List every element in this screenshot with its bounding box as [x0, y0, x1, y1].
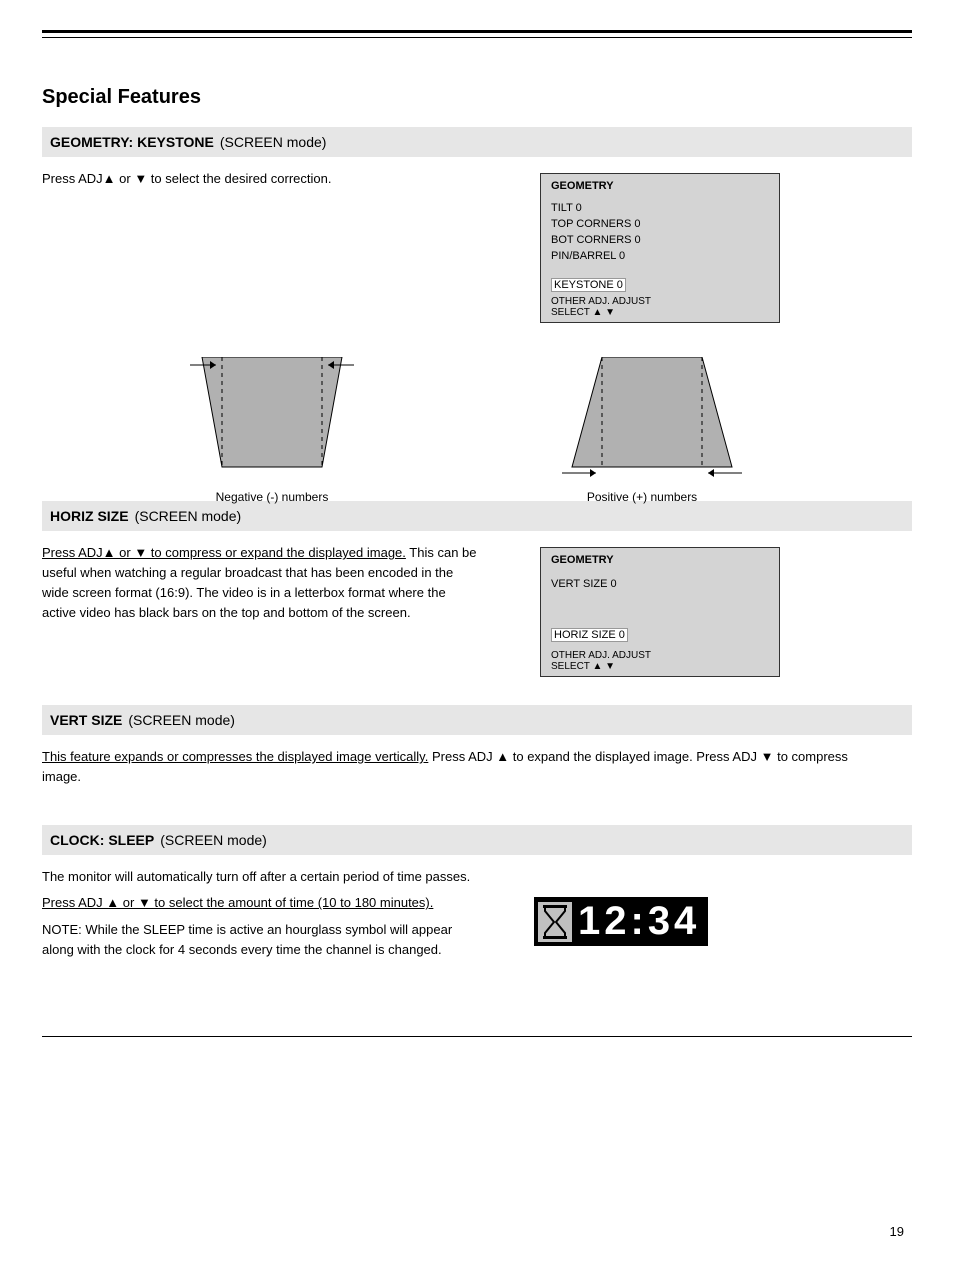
clock-time-text: 12:34	[578, 899, 700, 944]
clock-graphic-wrap: 12:34	[500, 867, 880, 966]
bar-vertsize-label: VERT SIZE	[50, 712, 122, 728]
clock-text: The monitor will automatically turn off …	[42, 867, 482, 966]
bar-keystone: GEOMETRY: KEYSTONE (SCREEN mode)	[42, 127, 912, 157]
clock-display: 12:34	[534, 897, 708, 946]
bar-keystone-mode: (SCREEN mode)	[220, 134, 327, 150]
clock-note: NOTE: While the SLEEP time is active an …	[42, 920, 482, 960]
bar-clock-label: CLOCK: SLEEP	[50, 832, 154, 848]
panel-title-2: GEOMETRY	[551, 554, 614, 566]
bar-vertsize: VERT SIZE (SCREEN mode)	[42, 705, 912, 735]
panel-line-topcorners: TOP CORNERS 0	[551, 218, 640, 230]
vertsize-para: This feature expands or compresses the d…	[42, 747, 882, 787]
vertsize-text: This feature expands or compresses the d…	[42, 747, 882, 787]
vertsize-lead: This feature expands or compresses the d…	[42, 749, 428, 764]
bar-clock: CLOCK: SLEEP (SCREEN mode)	[42, 825, 912, 855]
bar-keystone-label: GEOMETRY: KEYSTONE	[50, 134, 214, 150]
bar-vertsize-mode: (SCREEN mode)	[128, 712, 235, 728]
keystone-row: Press ADJ▲ or ▼ to select the desired co…	[42, 169, 912, 323]
panel-instr-2a: OTHER ADJ. ADJUST	[551, 650, 651, 661]
clock-para2: Press ADJ ▲ or ▼ to select the amount of…	[42, 893, 482, 913]
horizsize-lead: Press ADJ▲ or ▼ to compress or expand th…	[42, 545, 406, 560]
bar-horizsize: HORIZ SIZE (SCREEN mode)	[42, 501, 912, 531]
bottom-rule	[42, 1036, 912, 1037]
top-rule-thin	[42, 37, 912, 38]
hourglass-icon	[538, 902, 572, 942]
panel-instr-2: OTHER ADJ. ADJUST SELECT ▲ ▼	[551, 650, 651, 672]
top-rule-thick	[42, 30, 912, 33]
document-page: Special Features GEOMETRY: KEYSTONE (SCR…	[0, 30, 954, 1265]
trapezoid-row: Negative (-) numbers Positive (+) number…	[182, 357, 912, 487]
panel-instr-2b: SELECT ▲ ▼	[551, 661, 651, 672]
bar-horizsize-label: HORIZ SIZE	[50, 508, 129, 524]
clock-row: The monitor will automatically turn off …	[42, 867, 912, 966]
keystone-para: Press ADJ▲ or ▼ to select the desired co…	[42, 169, 482, 189]
panel-line-horizsize: HORIZ SIZE 0	[551, 628, 628, 642]
trapezoid-positive: Positive (+) numbers	[552, 357, 732, 487]
osd-panel-geometry-2: GEOMETRY HORIZ SIZE 0 VERT SIZE 0 OTHER …	[540, 547, 780, 677]
horizsize-para: Press ADJ▲ or ▼ to compress or expand th…	[42, 543, 482, 624]
trapezoid-negative: Negative (-) numbers	[182, 357, 362, 487]
horizsize-panel-wrap: GEOMETRY HORIZ SIZE 0 VERT SIZE 0 OTHER …	[500, 543, 880, 677]
keystone-panel-wrap: GEOMETRY KEYSTONE 0 TILT 0 TOP CORNERS 0…	[500, 169, 880, 323]
osd-panel-geometry-1: GEOMETRY KEYSTONE 0 TILT 0 TOP CORNERS 0…	[540, 173, 780, 323]
section-heading: Special Features	[42, 86, 912, 109]
panel-line-botcorners: BOT CORNERS 0	[551, 234, 641, 246]
clock-para1: The monitor will automatically turn off …	[42, 867, 482, 887]
panel-line-vertsize: VERT SIZE 0	[551, 578, 617, 590]
panel-title-1: GEOMETRY	[551, 180, 614, 192]
panel-line-keystone: KEYSTONE 0	[551, 278, 626, 292]
bar-clock-mode: (SCREEN mode)	[160, 832, 267, 848]
page-number: 19	[890, 1224, 904, 1239]
panel-line-tilt: TILT 0	[551, 202, 582, 214]
panel-instr-1b: SELECT ▲ ▼	[551, 307, 651, 318]
keystone-text: Press ADJ▲ or ▼ to select the desired co…	[42, 169, 482, 323]
panel-instr-1a: OTHER ADJ. ADJUST	[551, 296, 651, 307]
horizsize-row: Press ADJ▲ or ▼ to compress or expand th…	[42, 543, 912, 677]
panel-instr-1: OTHER ADJ. ADJUST SELECT ▲ ▼	[551, 296, 651, 318]
panel-line-pinbarrel: PIN/BARREL 0	[551, 250, 625, 262]
horizsize-text: Press ADJ▲ or ▼ to compress or expand th…	[42, 543, 482, 677]
